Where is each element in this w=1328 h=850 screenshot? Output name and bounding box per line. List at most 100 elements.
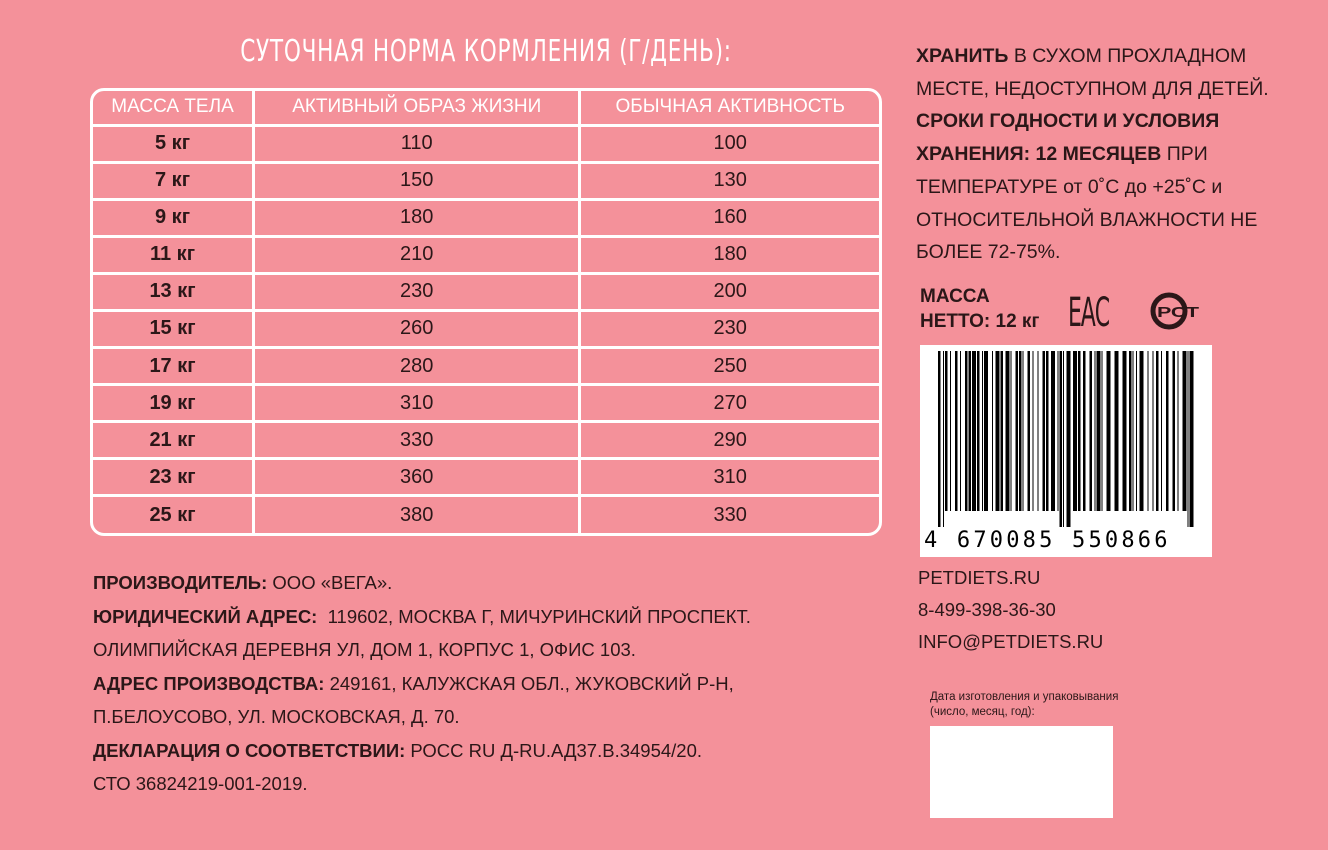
active-cell: 150: [252, 160, 582, 201]
barcode-bar: [1132, 351, 1134, 511]
barcode-bar: [1000, 351, 1003, 511]
normal-cell: 290: [578, 420, 879, 461]
email-link[interactable]: INFO@PETDIETS.RU: [918, 631, 1104, 652]
production-address-line2: П.БЕЛОУСОВО, УЛ. МОСКОВСКАЯ, Д. 70.: [93, 706, 460, 727]
barcode-bar: [982, 351, 983, 511]
body-mass-cell: 21 кг: [93, 420, 256, 461]
active-cell: 280: [252, 346, 582, 387]
production-address-line1: 249161, КАЛУЖСКАЯ ОБЛ., ЖУКОВСКИЙ Р-Н,: [324, 672, 734, 694]
barcode-bar: [950, 351, 951, 511]
barcode-bar: [1019, 351, 1022, 511]
barcode-bar: [960, 351, 961, 511]
body-mass-cell: 23 кг: [93, 457, 256, 498]
declaration-label: ДЕКЛАРАЦИЯ О СООТВЕТСТВИИ:: [93, 739, 406, 761]
barcode-bar: [972, 351, 976, 511]
table-row: 9 кг 180 160: [93, 197, 879, 238]
body-mass-cell: 25 кг: [93, 494, 256, 533]
normal-cell: 230: [578, 308, 879, 350]
net-mass-label: МАССА: [920, 286, 990, 307]
body-mass-cell: 9 кг: [93, 197, 256, 238]
body-mass-cell: 13 кг: [93, 271, 256, 312]
barcode-bar: [1089, 351, 1092, 511]
storage-text: В СУХОМ ПРОХЛАДНОМ МЕСТЕ, НЕДОСТУПНОМ ДЛ…: [916, 45, 1269, 100]
active-cell: 210: [252, 234, 582, 275]
production-date-field: [930, 726, 1113, 818]
barcode-bar: [955, 351, 958, 511]
net-mass: МАССА НЕТТО: 12 кг: [920, 284, 1039, 334]
barcode-bar: [1122, 351, 1127, 511]
active-cell: 360: [252, 457, 582, 498]
rst-mark-icon: РСТ: [1150, 292, 1199, 330]
production-date-label-line1: Дата изготовления и упаковывания: [930, 691, 1119, 703]
barcode-bar: [1057, 351, 1059, 511]
active-cell: 180: [252, 197, 582, 238]
table-row: 25 кг 380 330: [93, 494, 879, 533]
barcode-bar: [977, 351, 980, 511]
barcode-bar: [1066, 351, 1071, 527]
table-row: 7 кг 150 130: [93, 160, 879, 201]
active-cell: 380: [252, 494, 582, 533]
barcode-bar: [1147, 351, 1149, 511]
barcode-bar: [1005, 351, 1010, 511]
barcode-bar: [1042, 351, 1045, 511]
barcode-bar: [945, 351, 948, 511]
barcode-bar: [995, 351, 1000, 511]
barcode-bar: [1187, 351, 1189, 527]
normal-cell: 180: [578, 234, 879, 275]
table-row: 17 кг 280 250: [93, 346, 879, 387]
barcode-bar: [1177, 351, 1179, 511]
body-mass-cell: 11 кг: [93, 234, 256, 275]
column-header: МАССА ТЕЛА: [93, 91, 256, 127]
barcode-bar: [1073, 351, 1077, 511]
production-address-label: АДРЕС ПРОИЗВОДСТВА:: [93, 672, 325, 694]
shelf-life-text: ПРИ ТЕМПЕРАТУРЕ от 0˚С до +25˚С и ОТНОСИ…: [916, 143, 1258, 264]
barcode-bar: [1010, 351, 1012, 511]
barcode: 4 670085 550866: [920, 345, 1212, 557]
barcode-bar: [1096, 351, 1101, 511]
storage-info: ХРАНИТЬ В СУХОМ ПРОХЛАДНОМ МЕСТЕ, НЕДОСТ…: [916, 40, 1316, 269]
barcode-bar: [1156, 351, 1159, 511]
barcode-bar: [1015, 351, 1018, 511]
rst-mark-text: РСТ: [1157, 304, 1199, 321]
active-cell: 330: [252, 420, 582, 461]
feeding-table: МАССА ТЕЛА АКТИВНЫЙ ОБРАЗ ЖИЗНИ ОБЫЧНАЯ АК…: [90, 88, 882, 536]
legal-address-line1: 119602, МОСКВА Г, МИЧУРИНСКИЙ ПРОСПЕКТ.: [317, 605, 751, 627]
barcode-bar: [1083, 351, 1086, 511]
column-header: ОБЫЧНАЯ АКТИВНОСТЬ: [578, 91, 879, 127]
barcode-bar: [1027, 351, 1030, 511]
active-cell: 110: [252, 123, 582, 164]
barcode-bar: [1189, 351, 1194, 527]
production-date-label-line2: (число, месяц, год):: [930, 706, 1035, 718]
table-row: 11 кг 210 180: [93, 234, 879, 275]
body-mass-cell: 15 кг: [93, 308, 256, 350]
maker-label: ПРОИЗВОДИТЕЛЬ:: [93, 572, 268, 593]
normal-cell: 160: [578, 197, 879, 238]
normal-cell: 100: [578, 123, 879, 164]
barcode-bar: [1114, 351, 1119, 511]
normal-cell: 310: [578, 457, 879, 498]
barcode-bar: [1152, 351, 1154, 511]
body-mass-cell: 5 кг: [93, 123, 256, 164]
phone-number[interactable]: 8-499-398-36-30: [918, 599, 1056, 620]
barcode-bar: [1161, 351, 1162, 511]
body-mass-cell: 19 кг: [93, 383, 256, 424]
normal-cell: 200: [578, 271, 879, 312]
normal-cell: 330: [578, 494, 879, 533]
declaration-value: РОСС RU Д-RU.АД37.В.34954/20.: [405, 739, 703, 761]
legal-address-line2: ОЛИМПИЙСКАЯ ДЕРЕВНЯ УЛ, ДОМ 1, КОРПУС 1,…: [93, 639, 636, 660]
normal-cell: 270: [578, 383, 879, 424]
producer-info: ПРОИЗВОДИТЕЛЬ: ООО «ВЕГА». ЮРИДИЧЕСКИЙ А…: [93, 566, 751, 801]
barcode-bar: [1182, 351, 1187, 511]
active-cell: 310: [252, 383, 582, 424]
standard-number: СТО 36824219-001-2019.: [93, 773, 308, 794]
barcode-bar: [1166, 351, 1169, 511]
website-link[interactable]: PETDIETS.RU: [918, 567, 1041, 588]
body-mass-cell: 17 кг: [93, 346, 256, 387]
normal-cell: 130: [578, 160, 879, 201]
production-date-label: Дата изготовления и упаковывания (число,…: [930, 690, 1118, 720]
barcode-bar: [943, 351, 944, 527]
barcode-bar: [1032, 351, 1034, 511]
body-mass-cell: 7 кг: [93, 160, 256, 201]
table-header-row: МАССА ТЕЛА АКТИВНЫЙ ОБРАЗ ЖИЗНИ ОБЫЧНАЯ АК…: [93, 91, 879, 127]
barcode-bar: [1094, 351, 1096, 511]
